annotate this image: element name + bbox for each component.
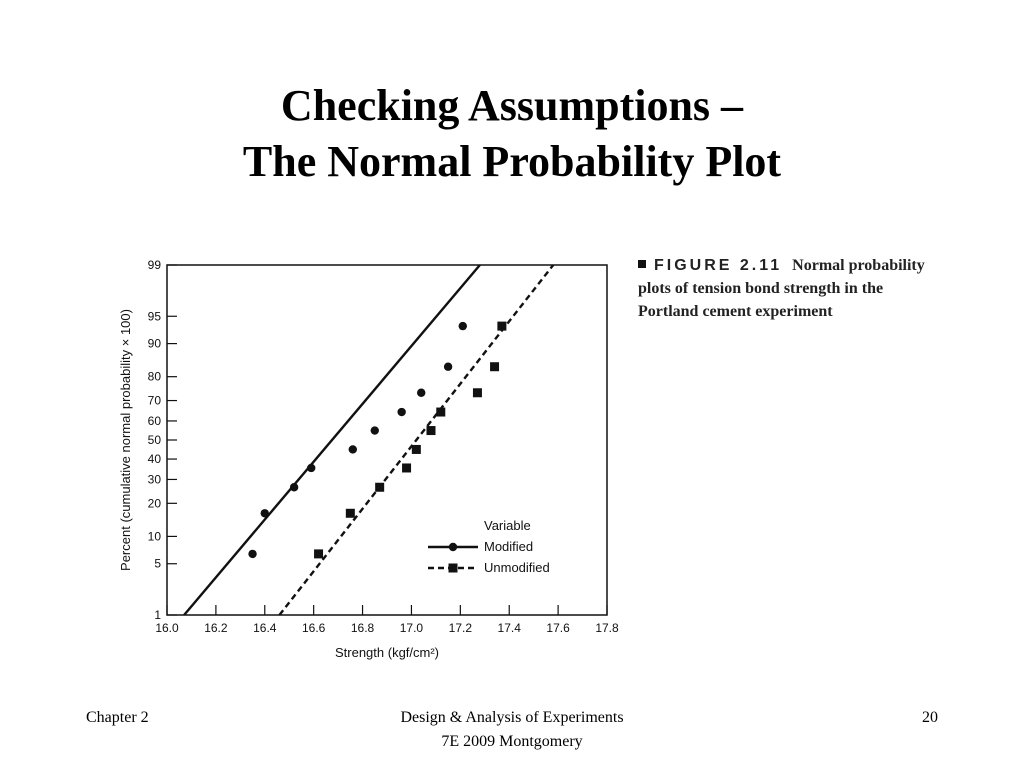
y-tick-label-6: 50: [148, 433, 162, 447]
fit-line-unmodified: [278, 265, 555, 615]
x-tick-label-6: 17.2: [449, 621, 473, 635]
y-tick-label-9: 80: [148, 370, 162, 384]
legend-marker-modified: [448, 542, 458, 552]
x-tick-label-5: 17.0: [400, 621, 424, 635]
x-tick-label-3: 16.6: [302, 621, 326, 635]
point-modified-6: [397, 407, 406, 417]
point-modified-8: [443, 362, 453, 371]
footer-course: Design & Analysis of Experiments 7E 2009…: [312, 706, 712, 754]
x-tick-label-1: 16.2: [204, 621, 228, 635]
footer-chapter: Chapter 2: [86, 709, 149, 726]
point-modified-1: [260, 509, 269, 518]
x-tick-label-8: 17.6: [546, 621, 570, 635]
point-modified-2: [289, 483, 299, 492]
legend-label-unmodified: Unmodified: [484, 560, 550, 575]
x-tick-label-9: 17.8: [595, 621, 619, 635]
y-tick-label-1: 5: [154, 557, 161, 571]
x-tick-label-7: 17.4: [498, 621, 522, 635]
slide-title-line1: Checking Assumptions –: [280, 81, 744, 130]
y-tick-label-10: 90: [148, 337, 162, 351]
y-tick-label-5: 40: [148, 452, 162, 466]
point-unmodified-2: [375, 482, 385, 492]
point-modified-7: [417, 388, 426, 397]
point-unmodified-5: [426, 426, 436, 436]
point-modified-9: [458, 321, 467, 331]
legend-label-modified: Modified: [484, 539, 533, 554]
y-tick-label-3: 20: [148, 496, 162, 510]
slide-title-line2: The Normal Probability Plot: [242, 137, 782, 186]
footer-course-line1: Design & Analysis of Experiments: [400, 709, 624, 726]
x-tick-label-2: 16.4: [253, 621, 277, 635]
slide-title: Checking Assumptions – The Normal Probab…: [0, 78, 1024, 190]
point-unmodified-6: [436, 407, 446, 417]
point-unmodified-3: [402, 463, 412, 473]
y-axis-label: Percent (cumulative normal probability ×…: [118, 309, 133, 571]
x-axis-label: Strength (kgf/cm²): [335, 645, 439, 660]
point-modified-5: [370, 426, 379, 435]
y-tick-label-8: 70: [148, 394, 162, 408]
footer-course-line2: 7E 2009 Montgomery: [441, 733, 583, 750]
x-tick-label-0: 16.0: [155, 621, 179, 635]
point-modified-4: [348, 445, 357, 454]
fit-line-modified: [183, 265, 481, 615]
point-unmodified-7: [472, 388, 482, 398]
y-tick-label-4: 30: [148, 472, 162, 486]
figure-bullet-square: [638, 260, 646, 268]
legend-marker-unmodified: [448, 563, 458, 573]
y-tick-label-0: 1: [154, 608, 161, 622]
x-tick-label-4: 16.8: [351, 621, 375, 635]
point-modified-0: [248, 549, 257, 559]
y-tick-label-12: 99: [148, 258, 162, 272]
legend-title: Variable: [484, 518, 531, 533]
y-tick-label-11: 95: [148, 309, 162, 323]
figure-caption: FIGURE 2.11 Normal probability plots of t…: [638, 254, 928, 323]
point-unmodified-9: [497, 321, 507, 331]
point-unmodified-8: [490, 362, 500, 372]
point-unmodified-0: [314, 549, 324, 559]
y-tick-label-2: 10: [148, 529, 162, 543]
normal-probability-chart: 1 5 10 20 30 40 50 60 70 80 90 95 99 16.0 16.2 16.4 16.6…: [118, 258, 619, 660]
figure-label: FIGURE 2.11: [654, 257, 783, 274]
y-tick-label-7: 60: [148, 414, 162, 428]
point-unmodified-4: [411, 444, 421, 454]
point-unmodified-1: [345, 508, 355, 518]
footer-page-number: 20: [922, 709, 938, 726]
point-modified-3: [307, 463, 316, 473]
figure-caption-text: Normal probability plots of tension bond…: [638, 257, 925, 320]
